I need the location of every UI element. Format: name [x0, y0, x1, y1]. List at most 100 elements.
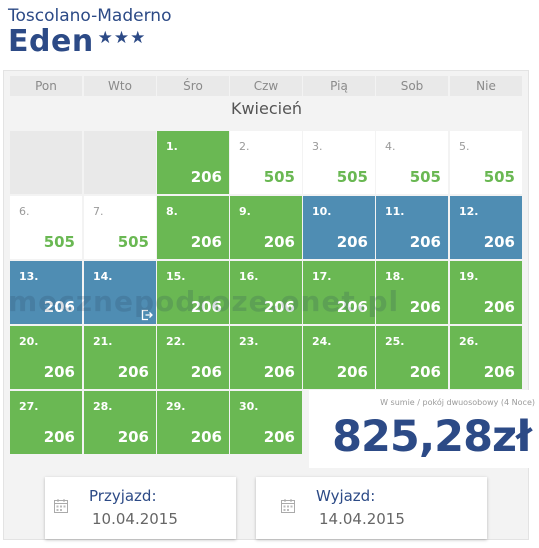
day-price: 206 — [336, 363, 368, 381]
day-price: 505 — [409, 168, 441, 186]
day-number: 30. — [239, 400, 259, 413]
day-price: 505 — [43, 233, 75, 251]
day-number: 17. — [312, 270, 332, 283]
day-cell[interactable]: 20. 206 — [10, 326, 82, 389]
day-cell[interactable]: 6. 505 — [10, 196, 82, 259]
day-cell[interactable]: 10. 206 — [303, 196, 375, 259]
day-price: 206 — [43, 428, 75, 446]
day-cell[interactable]: 13. 206 — [10, 261, 82, 324]
day-cell[interactable]: 28. 206 — [84, 391, 156, 454]
day-number: 7. — [93, 205, 104, 218]
day-number: 12. — [459, 205, 479, 218]
calendar-icon — [54, 499, 68, 513]
weekday-label: Wto — [84, 76, 156, 96]
day-price: 206 — [190, 168, 222, 186]
day-number: 5. — [459, 140, 470, 153]
day-cell[interactable]: 8. 206 — [157, 196, 229, 259]
day-number: 13. — [19, 270, 39, 283]
day-price: 206 — [43, 363, 75, 381]
day-cell[interactable]: 3. 505 — [303, 131, 375, 194]
day-cell[interactable]: 24. 206 — [303, 326, 375, 389]
day-cell[interactable]: 21. 206 — [84, 326, 156, 389]
day-price: 206 — [336, 298, 368, 316]
day-cell[interactable]: 30. 206 — [230, 391, 302, 454]
day-price: 206 — [117, 428, 149, 446]
departure-date-field[interactable]: Wyjazd: 14.04.2015 — [256, 477, 487, 539]
day-price: 206 — [336, 233, 368, 251]
weekday-label: Nie — [450, 76, 522, 96]
day-number: 25. — [385, 335, 405, 348]
day-cell[interactable]: 4. 505 — [376, 131, 448, 194]
day-number: 15. — [166, 270, 186, 283]
day-cell[interactable]: 7. 505 — [84, 196, 156, 259]
day-price: 206 — [409, 298, 441, 316]
departure-value: 14.04.2015 — [319, 510, 405, 528]
day-cell[interactable]: 15. 206 — [157, 261, 229, 324]
day-price: 505 — [117, 233, 149, 251]
hotel-title: Eden ★★★ — [8, 24, 146, 59]
day-number: 1. — [166, 140, 178, 153]
weekday-label: Pon — [10, 76, 82, 96]
day-cell[interactable]: 25. 206 — [376, 326, 448, 389]
day-number: 24. — [312, 335, 332, 348]
day-number: 14. — [93, 270, 113, 283]
day-number: 2. — [239, 140, 250, 153]
day-number: 20. — [19, 335, 39, 348]
day-price: 206 — [409, 233, 441, 251]
day-price: 206 — [190, 298, 222, 316]
checkout-icon — [141, 309, 153, 321]
day-number: 23. — [239, 335, 259, 348]
day-cell[interactable]: 5. 505 — [450, 131, 522, 194]
day-cell[interactable]: 27. 206 — [10, 391, 82, 454]
day-number: 8. — [166, 205, 178, 218]
day-number: 9. — [239, 205, 251, 218]
day-number: 6. — [19, 205, 30, 218]
hotel-location: Toscolano-Maderno — [8, 6, 172, 26]
price-summary: W sumie / pokój dwuosobowy (4 Noce) 825,… — [309, 390, 539, 468]
weekday-label: Sob — [376, 76, 448, 96]
day-cell[interactable]: 9. 206 — [230, 196, 302, 259]
day-price: 206 — [117, 363, 149, 381]
day-cell[interactable]: 26. 206 — [450, 326, 522, 389]
arrival-value: 10.04.2015 — [92, 510, 178, 528]
day-number: 16. — [239, 270, 259, 283]
day-cell[interactable]: 22. 206 — [157, 326, 229, 389]
day-cell[interactable]: 18. 206 — [376, 261, 448, 324]
hotel-name: Eden — [8, 24, 94, 59]
day-cell[interactable]: 16. 206 — [230, 261, 302, 324]
watermark: mecznepodroze.onet.pl — [8, 285, 400, 318]
day-cell[interactable]: 12. 206 — [450, 196, 522, 259]
day-price: 206 — [263, 298, 295, 316]
day-cell[interactable]: 11. 206 — [376, 196, 448, 259]
day-number: 3. — [312, 140, 323, 153]
day-number: 4. — [385, 140, 396, 153]
day-price: 206 — [483, 298, 515, 316]
day-cell[interactable]: 29. 206 — [157, 391, 229, 454]
day-cell[interactable]: 2. 505 — [230, 131, 302, 194]
day-cell[interactable]: 1. 206 — [157, 131, 229, 194]
day-number: 28. — [93, 400, 113, 413]
day-number: 21. — [93, 335, 113, 348]
empty-day-cell — [84, 131, 156, 194]
day-cell[interactable]: 17. 206 — [303, 261, 375, 324]
day-number: 10. — [312, 205, 332, 218]
day-cell[interactable]: 23. 206 — [230, 326, 302, 389]
hotel-stars: ★★★ — [97, 28, 147, 48]
day-number: 19. — [459, 270, 479, 283]
day-number: 22. — [166, 335, 186, 348]
arrival-label: Przyjazd: — [89, 487, 157, 505]
day-price: 206 — [409, 363, 441, 381]
month-title: Kwiecień — [230, 99, 303, 118]
arrival-date-field[interactable]: Przyjazd: 10.04.2015 — [45, 477, 236, 539]
weekday-label: Śro — [157, 76, 229, 96]
day-price: 206 — [263, 428, 295, 446]
day-cell[interactable]: 14. — [84, 261, 156, 324]
day-price: 206 — [190, 363, 222, 381]
day-price: 505 — [336, 168, 368, 186]
weekday-label: Pią — [303, 76, 375, 96]
day-cell[interactable]: 19. 206 — [450, 261, 522, 324]
day-price: 505 — [263, 168, 295, 186]
day-number: 26. — [459, 335, 479, 348]
empty-day-cell — [10, 131, 82, 194]
day-number: 29. — [166, 400, 186, 413]
